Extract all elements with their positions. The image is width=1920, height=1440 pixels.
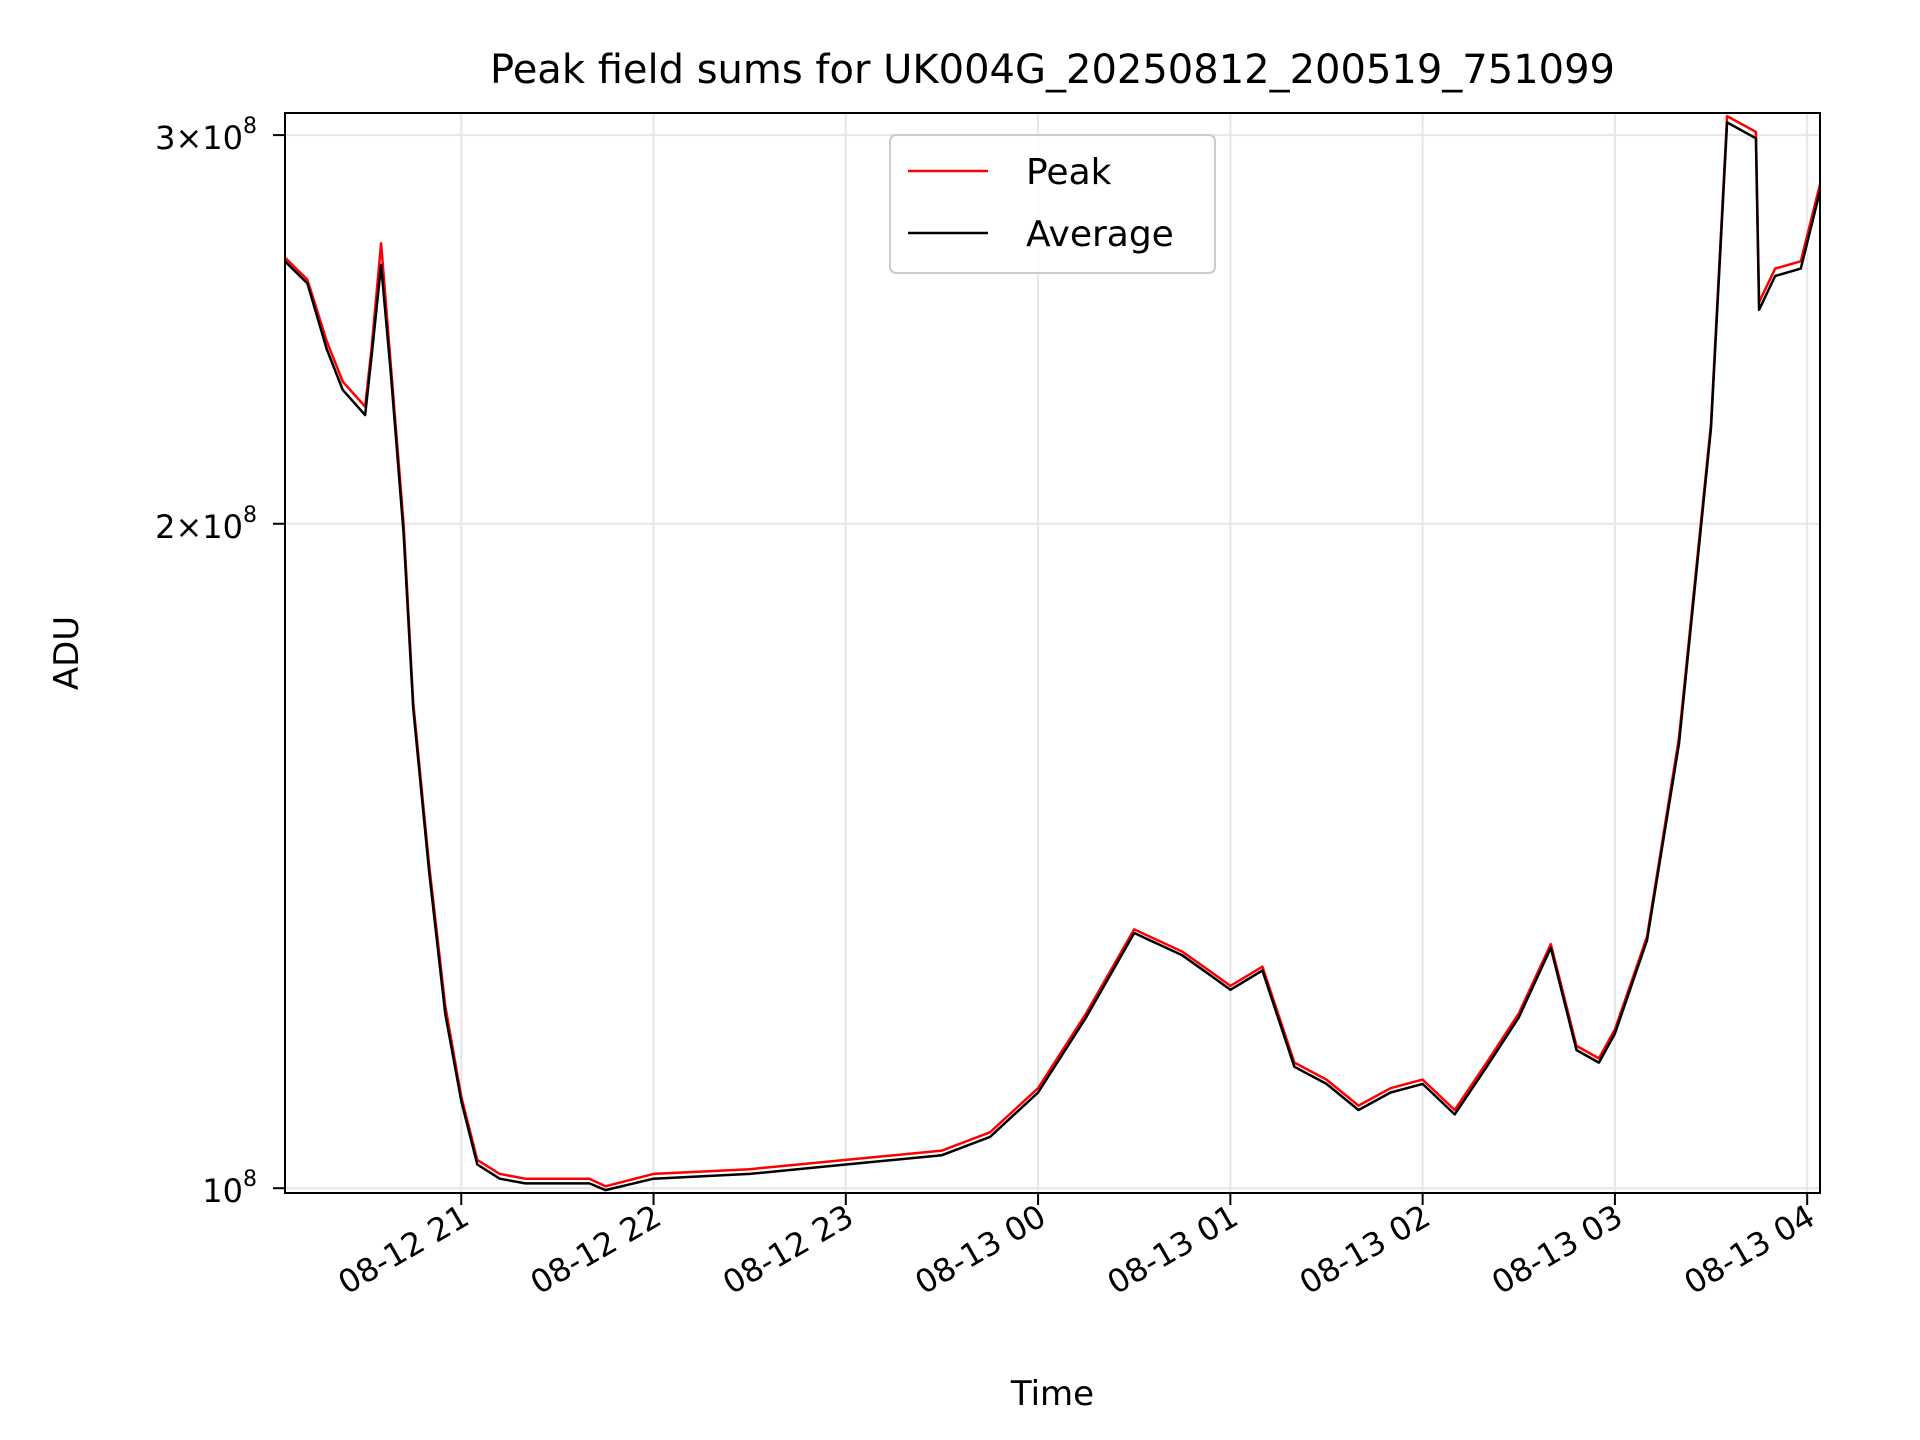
y-axis-label: ADU: [47, 616, 87, 690]
y-tick-label: 108: [202, 1167, 257, 1210]
y-ticks: 108 2×108 3×108: [155, 114, 285, 1210]
y-tick-label: 2×108: [155, 503, 257, 546]
legend-label-peak: Peak: [1026, 152, 1112, 193]
series-line-average: [284, 121, 1822, 1192]
legend-box: [889, 134, 1216, 274]
legend: Peak Average: [889, 134, 1216, 274]
chart-title: Peak field sums for UK004G_20250812_2005…: [490, 47, 1615, 93]
legend-label-average: Average: [1026, 214, 1174, 255]
y-tick-label: 3×108: [155, 114, 257, 157]
x-axis-label: Time: [1010, 1374, 1094, 1414]
plot-frame: [284, 112, 1821, 1194]
series-layer: [284, 114, 1822, 1192]
